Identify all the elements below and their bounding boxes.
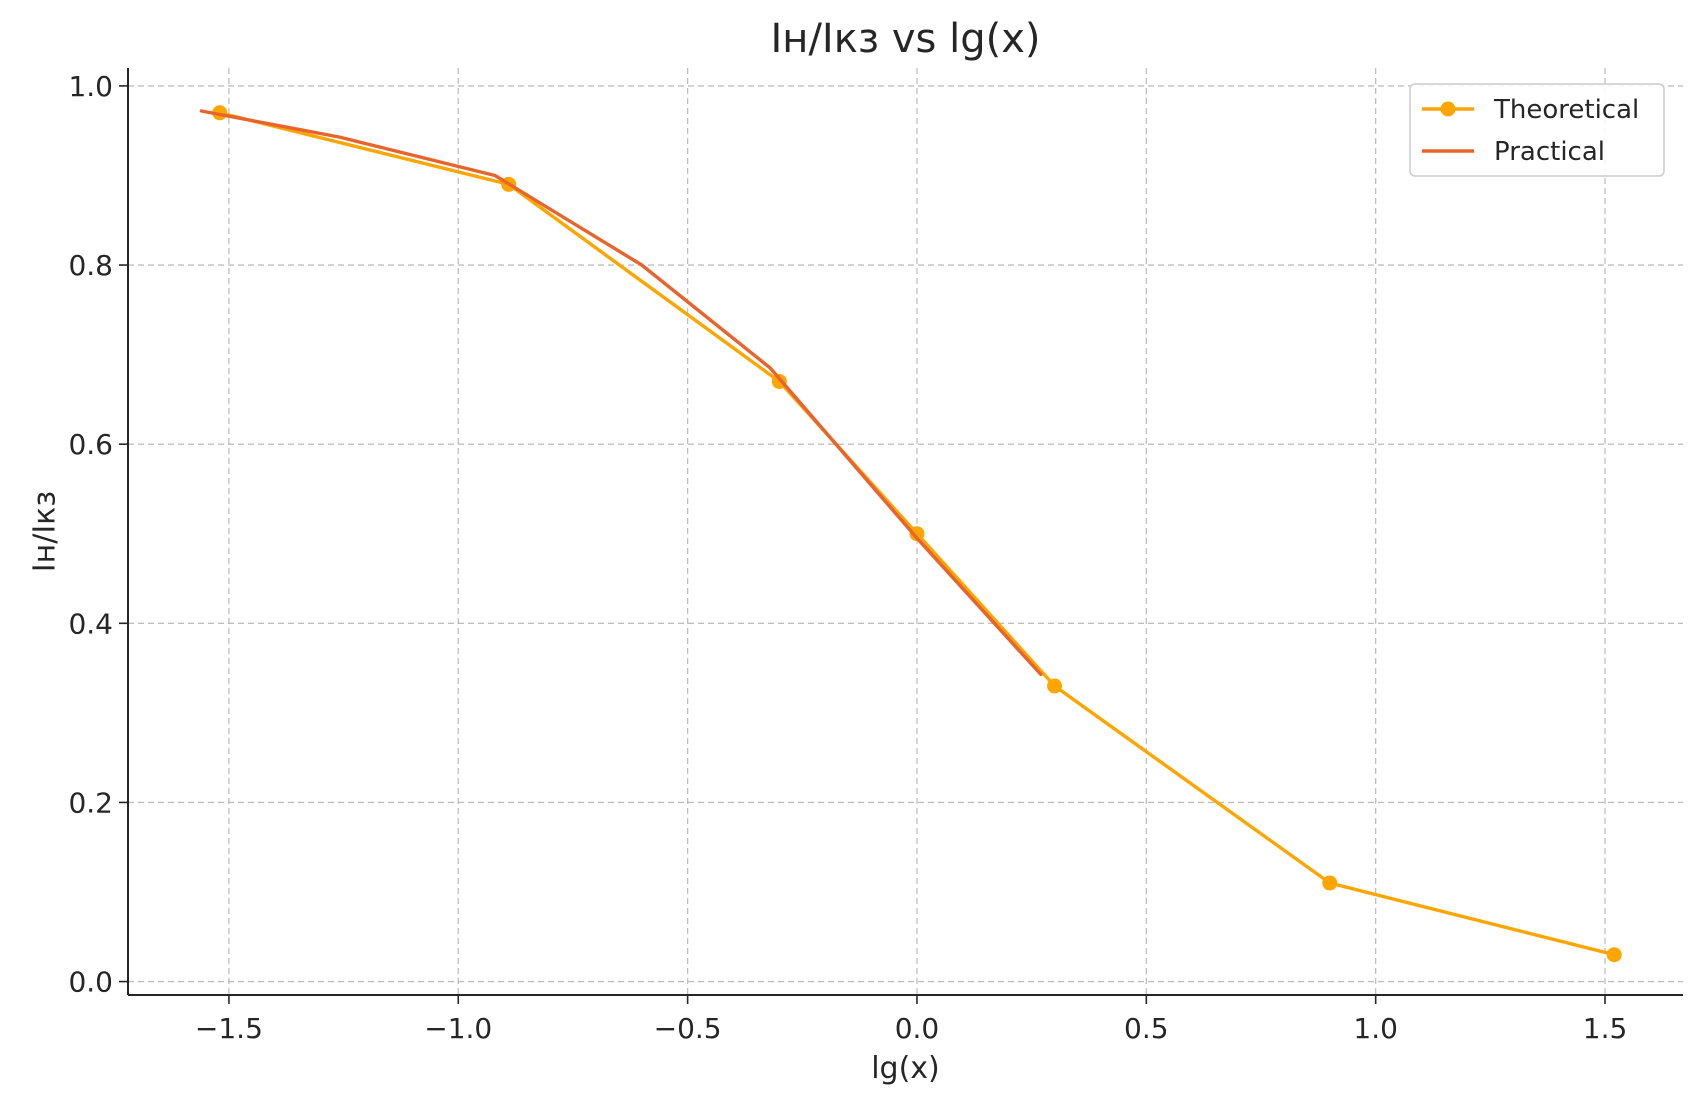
x-tick-label: 0.5 [1124,1012,1169,1045]
data-point-theoretical [1322,875,1338,891]
y-tick-label: 0.8 [68,249,113,282]
y-tick-label: 1.0 [68,70,113,103]
x-tick-label: −1.0 [424,1012,492,1045]
legend-marker-theoretical [1440,101,1456,117]
x-tick-label: −1.5 [195,1012,263,1045]
grid [128,68,1683,995]
x-tick-label: 0.0 [895,1012,940,1045]
series-line-practical [199,109,1043,677]
data-point-theoretical [909,526,925,542]
legend-label-practical: Practical [1494,137,1605,167]
y-tick-label: 0.0 [68,966,113,999]
legend: Theoretical Practical [1409,83,1665,177]
legend-box [1409,83,1665,177]
x-tick-label: −0.5 [654,1012,722,1045]
x-tick-label: 1.0 [1353,1012,1398,1045]
y-tick-label: 0.4 [68,607,113,640]
x-axis-label: lg(x) [871,1051,940,1086]
axes: −1.5 −1.0 −0.5 0.0 0.5 1.0 1.5 0.0 0.2 0.4 0.6 0.8 1… [68,68,1683,1045]
y-tick-label: 0.6 [68,428,113,461]
legend-label-theoretical: Theoretical [1493,95,1639,125]
x-tick-label: 1.5 [1583,1012,1628,1045]
series-layer [199,105,1622,963]
data-point-theoretical [1047,678,1063,694]
y-axis-label: Iн/Iкз [28,491,63,573]
data-point-theoretical [1606,947,1622,963]
chart-title: Iн/Iкз vs lg(x) [771,16,1041,62]
y-tick-label: 0.2 [68,786,113,819]
